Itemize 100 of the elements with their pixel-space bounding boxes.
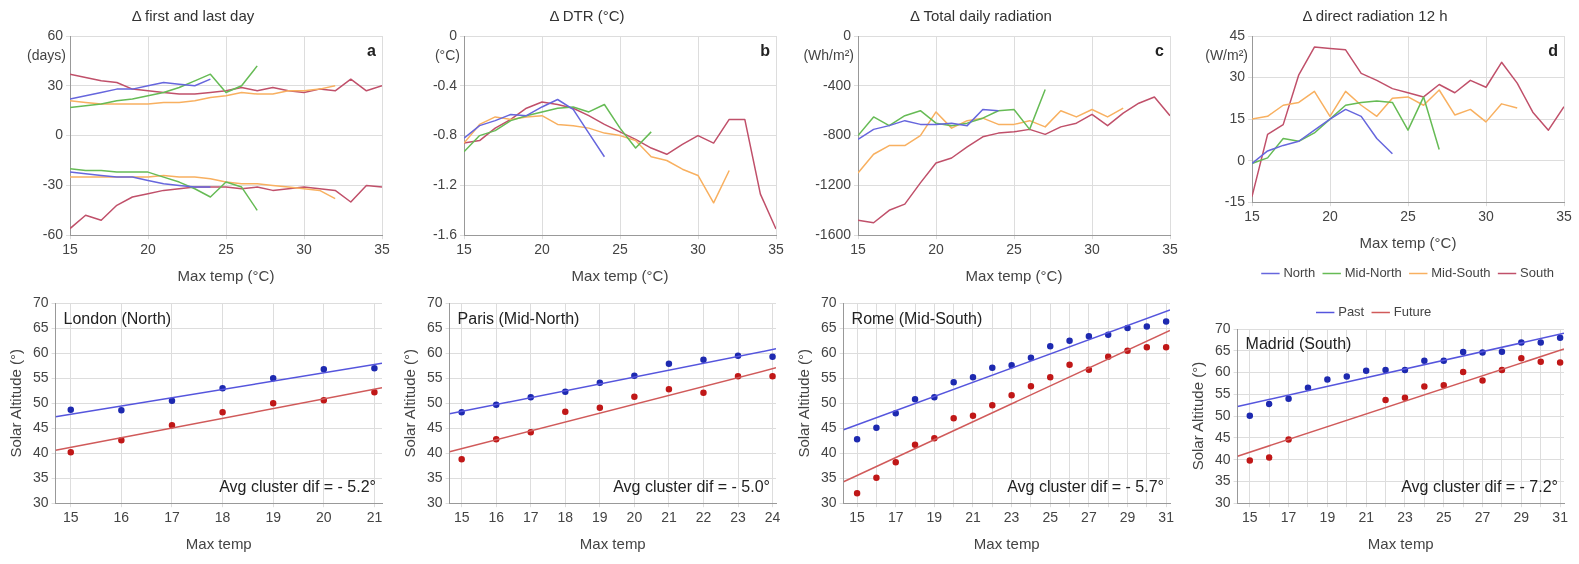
annotation: Avg cluster dif = - 7.2° <box>1401 477 1558 495</box>
y-tick-label: 0 <box>843 26 852 43</box>
x-tick-label: 23 <box>1397 509 1413 526</box>
x-tick-label: 31 <box>1158 509 1175 526</box>
x-tick-label: 35 <box>768 241 784 258</box>
y-tick-label: -0.4 <box>432 76 458 93</box>
x-tick-label: 31 <box>1552 509 1569 526</box>
x-tick-label: 20 <box>140 241 156 258</box>
annotation: a <box>367 42 377 60</box>
y-tick-label: 65 <box>32 319 49 336</box>
legend-label: South <box>1520 265 1555 281</box>
y-axis-title: Solar Altitude (°) <box>1189 361 1207 471</box>
x-axis-title: Max temp (°C) <box>1359 234 1457 252</box>
x-tick-label: 30 <box>690 241 706 258</box>
y-tick-label: 30 <box>1214 494 1231 511</box>
x-tick-label: 18 <box>214 509 231 526</box>
x-axis-title: Max temp <box>579 535 646 553</box>
x-tick-label: 30 <box>1084 241 1100 258</box>
annotation: Avg cluster dif = - 5.2° <box>219 477 376 495</box>
chart-title: Δ direct radiation 12 h <box>1302 7 1448 25</box>
chart-title: Δ Total daily radiation <box>910 7 1052 25</box>
x-tick-label: 35 <box>374 241 390 258</box>
annotation: London (North) <box>63 309 172 327</box>
y-tick-label: 45 <box>820 419 837 436</box>
y-axis-title: Solar Altitude (°) <box>795 349 813 458</box>
x-tick-label: 21 <box>965 509 981 526</box>
x-tick-label: 20 <box>316 509 332 526</box>
x-tick-label: 15 <box>456 241 472 258</box>
annotation: c <box>1155 42 1165 60</box>
y-tick-label: 50 <box>32 394 49 411</box>
x-tick-label: 29 <box>1513 509 1530 526</box>
y-tick-label: -400 <box>822 76 852 93</box>
x-tick-label: 16 <box>113 509 130 526</box>
y-tick-label: 35 <box>426 469 443 486</box>
y-tick-label: 0 <box>55 126 64 143</box>
x-tick-label: 35 <box>1162 241 1178 258</box>
x-tick-label: 16 <box>488 509 505 526</box>
y-tick-label: -30 <box>42 176 64 193</box>
y-tick-label: 50 <box>820 394 837 411</box>
y-axis-title: Solar Altitude (°) <box>7 349 25 458</box>
x-tick-label: 25 <box>1006 241 1022 258</box>
annotation: b <box>760 42 771 60</box>
y-tick-label: 65 <box>426 319 443 336</box>
y-tick-label: 30 <box>820 494 837 511</box>
y-tick-label: 35 <box>32 469 49 486</box>
y-tick-label: 55 <box>820 369 837 386</box>
x-tick-label: 17 <box>522 509 539 526</box>
x-tick-label: 17 <box>887 509 904 526</box>
annotation: d <box>1548 42 1558 60</box>
y-tick-label: 35 <box>820 469 837 486</box>
legend-label: North <box>1283 265 1316 281</box>
x-tick-label: 21 <box>366 509 383 526</box>
y-tick-label: 70 <box>32 294 49 311</box>
x-tick-label: 25 <box>1400 208 1416 225</box>
x-tick-label: 20 <box>928 241 944 258</box>
annotation: Rome (Mid-South) <box>851 309 983 327</box>
y-tick-label: -1200 <box>815 176 852 193</box>
y-tick-label: -800 <box>822 126 852 143</box>
y-tick-label: 45 <box>426 419 443 436</box>
legend-label: Past <box>1338 304 1365 320</box>
y-tick-label: 40 <box>426 444 443 461</box>
y-tick-label: 40 <box>1214 450 1231 467</box>
y-tick-label: 65 <box>820 319 837 336</box>
annotation: Avg cluster dif = - 5.7° <box>1007 477 1164 495</box>
x-tick-label: 18 <box>557 509 574 526</box>
y-tick-label: 50 <box>1214 406 1231 423</box>
y-axis-title: (Wh/m²) <box>803 46 854 63</box>
y-tick-label: 55 <box>426 369 443 386</box>
y-tick-label: 45 <box>1214 428 1231 445</box>
x-tick-label: 25 <box>1042 509 1059 526</box>
x-tick-label: 21 <box>661 509 677 526</box>
x-tick-label: 30 <box>296 241 312 258</box>
x-tick-label: 15 <box>1242 509 1258 526</box>
y-tick-label: 30 <box>1229 68 1246 85</box>
x-tick-label: 19 <box>592 509 608 526</box>
y-tick-label: 60 <box>47 26 64 43</box>
y-tick-label: 60 <box>32 344 49 361</box>
legend-label: Mid-North <box>1344 265 1402 281</box>
x-tick-label: 19 <box>265 509 282 526</box>
x-tick-label: 29 <box>1119 509 1136 526</box>
y-axis-title: (days) <box>27 46 66 63</box>
y-tick-label: 70 <box>426 294 443 311</box>
x-tick-label: 15 <box>453 509 470 526</box>
x-axis-title: Max temp <box>973 535 1040 553</box>
y-tick-label: -1600 <box>815 226 852 243</box>
x-tick-label: 15 <box>849 509 866 526</box>
annotation: Avg cluster dif = - 5.0° <box>613 477 770 495</box>
annotation: Paris (Mid-North) <box>457 309 580 327</box>
y-axis-title: Solar Altitude (°) <box>401 349 419 458</box>
y-tick-label: 60 <box>1214 363 1231 380</box>
legend-label: Mid-South <box>1431 265 1491 281</box>
x-tick-label: 24 <box>764 509 781 526</box>
y-tick-label: 55 <box>1214 385 1231 402</box>
x-tick-label: 23 <box>730 509 746 526</box>
x-axis-title: Max temp (°C) <box>177 267 275 285</box>
y-tick-label: 55 <box>32 369 49 386</box>
legend-label: Future <box>1393 304 1432 320</box>
x-tick-label: 20 <box>1322 208 1338 225</box>
y-tick-label: -0.8 <box>432 126 458 143</box>
x-tick-label: 19 <box>926 509 943 526</box>
